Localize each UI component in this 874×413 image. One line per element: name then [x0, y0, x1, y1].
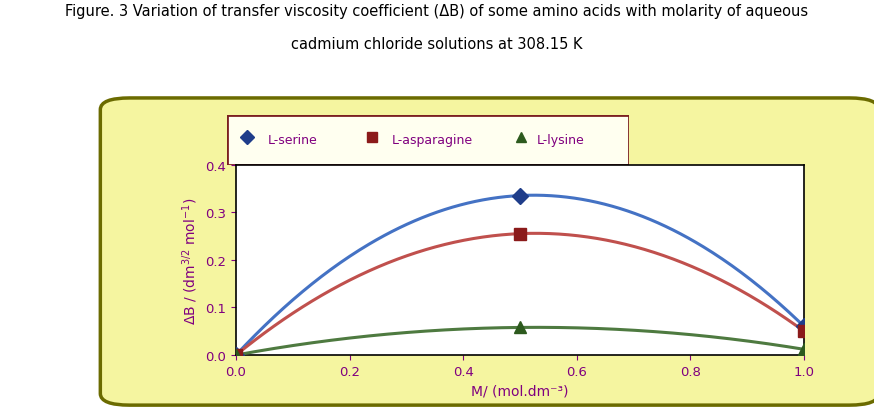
Text: L-lysine: L-lysine [537, 134, 585, 147]
Text: L-asparagine: L-asparagine [392, 134, 473, 147]
Text: L-serine: L-serine [267, 134, 317, 147]
Y-axis label: $\Delta$B / (dm$^{3/2}$ mol$^{-1}$): $\Delta$B / (dm$^{3/2}$ mol$^{-1}$) [180, 197, 199, 324]
Text: cadmium chloride solutions at 308.15 K: cadmium chloride solutions at 308.15 K [291, 37, 583, 52]
Text: Figure. 3 Variation of transfer viscosity coefficient (ΔB) of some amino acids w: Figure. 3 Variation of transfer viscosit… [66, 4, 808, 19]
FancyBboxPatch shape [101, 99, 874, 405]
X-axis label: M/ (mol.dm⁻³): M/ (mol.dm⁻³) [471, 383, 569, 397]
FancyBboxPatch shape [227, 116, 629, 165]
